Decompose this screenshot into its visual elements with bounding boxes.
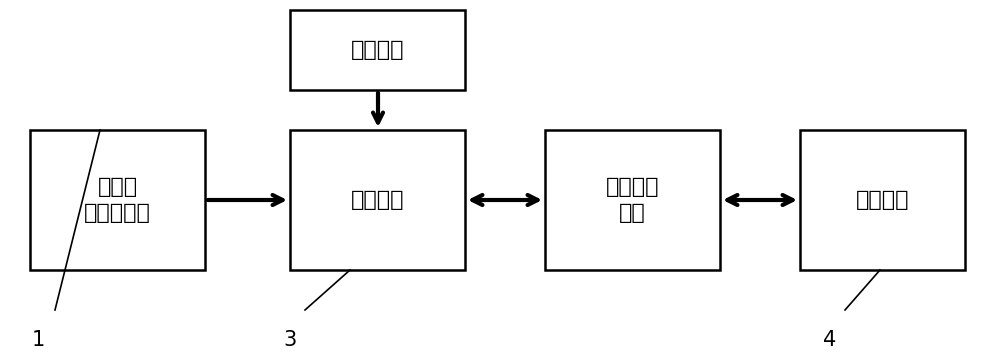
Text: 3: 3 bbox=[283, 330, 297, 350]
Text: 监测分机: 监测分机 bbox=[351, 190, 404, 210]
Text: 倾角式
角度传感器: 倾角式 角度传感器 bbox=[84, 177, 151, 223]
Bar bbox=[290, 130, 465, 270]
Text: 4: 4 bbox=[823, 330, 837, 350]
Text: 供电装置: 供电装置 bbox=[351, 40, 404, 60]
Text: 监控中心: 监控中心 bbox=[856, 190, 909, 210]
Bar bbox=[800, 130, 965, 270]
Bar bbox=[545, 130, 720, 270]
Text: 1: 1 bbox=[31, 330, 45, 350]
Text: 信息传输
装置: 信息传输 装置 bbox=[606, 177, 659, 223]
Bar bbox=[290, 10, 465, 90]
Bar bbox=[30, 130, 205, 270]
